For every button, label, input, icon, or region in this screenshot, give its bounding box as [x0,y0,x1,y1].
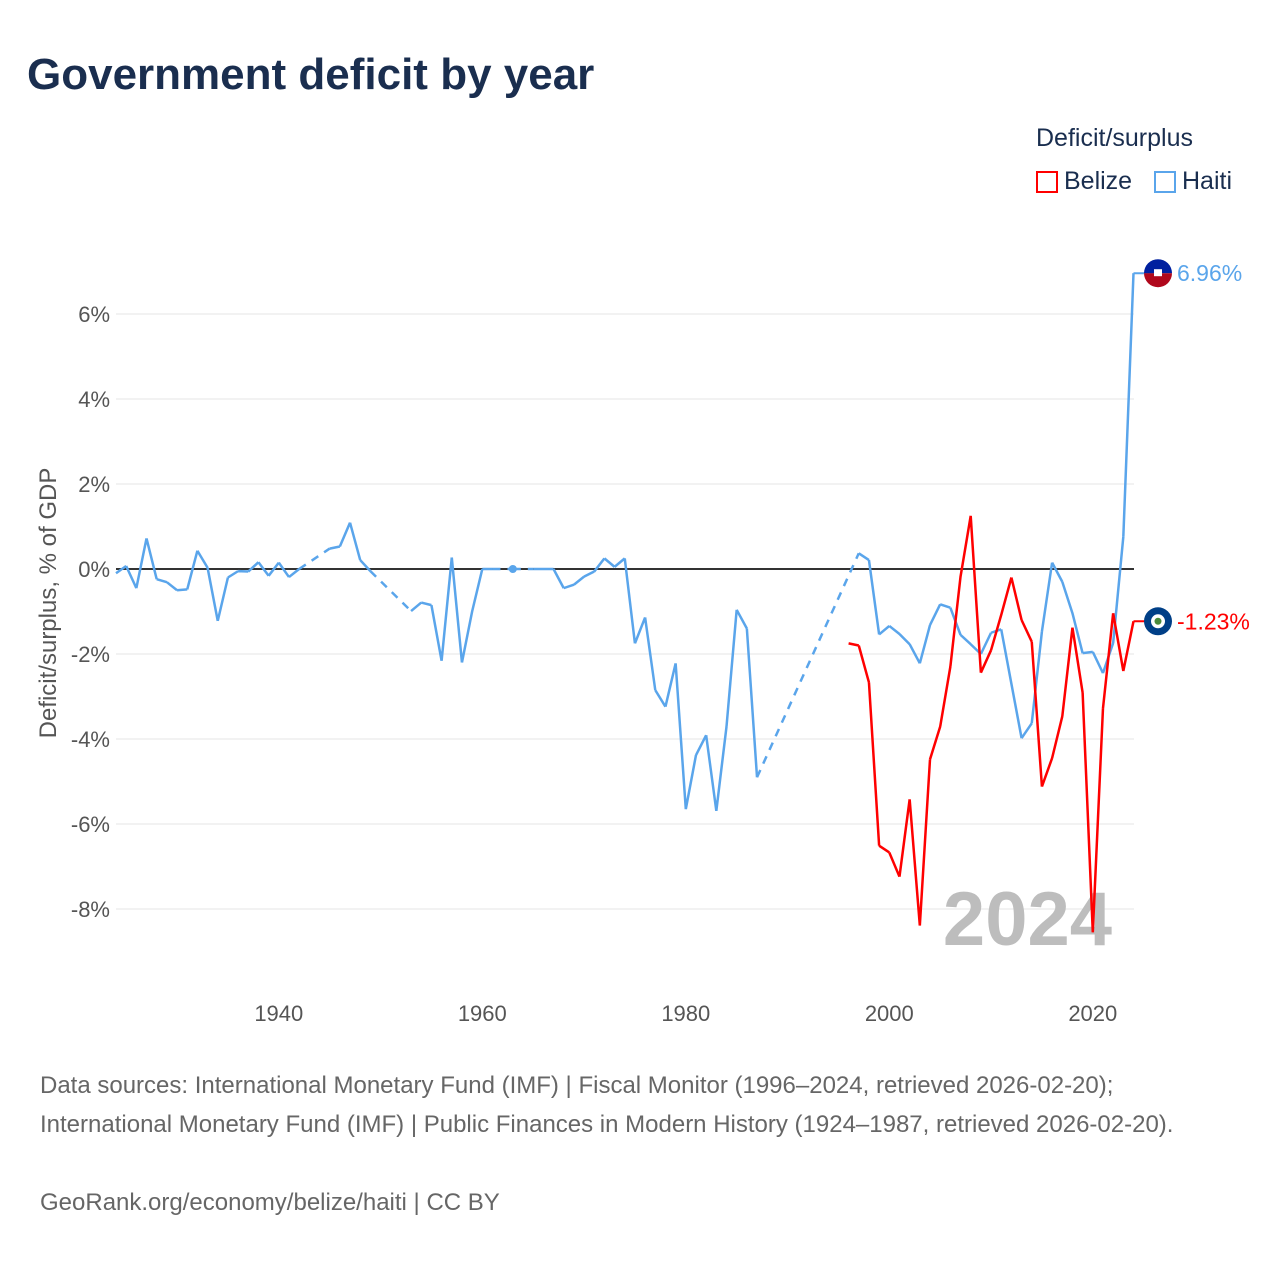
y-axis-label: Deficit/surplus, % of GDP [35,468,62,739]
y-tick-label: -4% [71,727,110,752]
year-watermark: 2024 [943,877,1112,962]
y-tick-label: 0% [78,557,110,582]
y-tick-label: 6% [78,302,110,327]
flag-bottom [1144,273,1172,288]
legend-title: Deficit/surplus [1036,124,1193,152]
end-label-belize: -1.23% [1177,608,1250,634]
x-tick-label: 1960 [458,1001,507,1026]
x-tick-label: 2000 [865,1001,914,1026]
haiti-flag-icon [1144,259,1172,288]
chart-title: Government deficit by year [27,50,595,99]
legend-item-belize[interactable]: Belize [1036,167,1132,196]
y-tick-label: -2% [71,642,110,667]
footer-sources: Data sources: International Monetary Fun… [40,1072,1174,1138]
x-tick-label: 2020 [1068,1001,1117,1026]
line-chart: 6% 4% 2% 0% -2% -4% -6% -8% 1940 1960 1980 2000 2020… [35,259,1250,1026]
legend-swatch-belize [1036,170,1058,193]
y-tick-label: -6% [71,812,110,837]
series-line-belize [848,515,1135,933]
footer-credit: GeoRank.org/economy/belize/haiti | CC BY [40,1189,500,1216]
legend-item-haiti[interactable]: Haiti [1154,167,1232,196]
data-point-haiti [508,565,517,573]
x-tick-label: 1940 [254,1001,303,1026]
legend-label-belize: Belize [1064,167,1133,195]
y-tick-label: 4% [78,387,110,412]
x-tick-label: 1980 [661,1001,710,1026]
flag-emblem [1154,269,1162,277]
series-gap-haiti [298,547,860,778]
flag-top [1144,259,1172,274]
y-tick-label: 2% [78,472,110,497]
belize-flag-icon [1144,607,1172,636]
series-line-haiti [115,273,1135,811]
end-label-haiti: 6.96% [1177,260,1242,286]
y-tick-label: -8% [71,897,110,922]
flag-tree [1154,617,1162,625]
legend-swatch-haiti [1154,170,1176,193]
legend-label-haiti: Haiti [1182,167,1233,195]
